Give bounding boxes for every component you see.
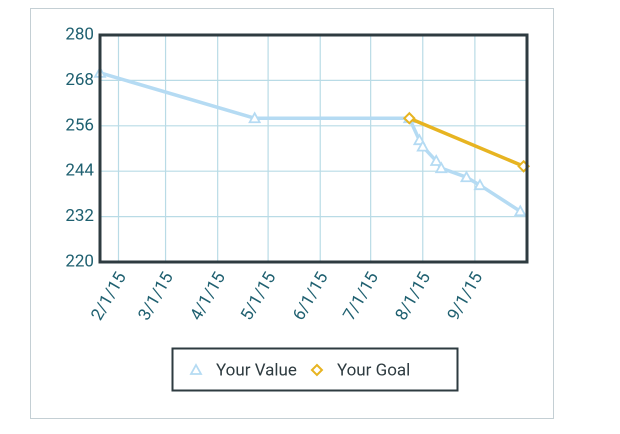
y-tick-label: 280 (65, 24, 94, 44)
series-line (99, 71, 522, 213)
legend-marker (189, 363, 203, 375)
series-line (408, 116, 525, 168)
point (429, 154, 443, 166)
legend-label: Your Value (216, 360, 297, 380)
point (248, 111, 262, 124)
y-tick-label: 220 (65, 251, 94, 271)
y-tick-label: 268 (65, 70, 94, 90)
legend-marker (310, 363, 324, 377)
point (459, 170, 474, 183)
point (513, 204, 527, 217)
y-tick-label: 256 (65, 115, 94, 135)
plot-border (98, 33, 529, 264)
point (473, 178, 487, 191)
y-tick-label: 244 (65, 161, 94, 181)
point (416, 139, 430, 152)
legend-label: Your Goal (337, 360, 410, 380)
y-tick-label: 232 (65, 206, 94, 226)
point (402, 111, 416, 125)
point (434, 161, 448, 174)
